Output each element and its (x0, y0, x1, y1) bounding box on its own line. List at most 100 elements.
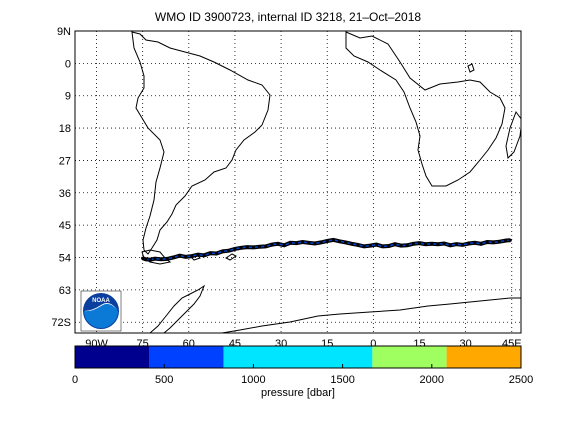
trajectory-point (148, 258, 152, 262)
colorbar-tick-label: 500 (155, 374, 173, 386)
lat-tick-label: 9N (57, 26, 71, 38)
trajectory-point (374, 242, 379, 247)
coastline-south-georgia (225, 253, 237, 261)
trajectory-point (257, 245, 262, 249)
trajectory-point (233, 247, 237, 251)
colorbar-band (372, 346, 447, 368)
lat-tick-label: 9 (65, 91, 71, 103)
trajectory-point (344, 240, 348, 244)
trajectory-point (331, 238, 335, 242)
colorbar-tick-label: 1000 (241, 374, 265, 386)
trajectory-point (171, 255, 176, 260)
trajectory-point (251, 245, 255, 250)
trajectory-point (424, 242, 428, 246)
trajectory-point (448, 243, 452, 247)
trajectory-point (184, 255, 188, 259)
coastline-antarctic-peninsula (149, 284, 206, 333)
colorbar-band (446, 346, 521, 368)
trajectory-point (144, 257, 148, 261)
lat-tick-label: 54 (59, 253, 71, 265)
trajectory-point (337, 239, 342, 243)
noaa-logo-text: NOAA (92, 298, 110, 304)
coastline-africa (345, 31, 506, 187)
map-title: WMO ID 3900723, internal ID 3218, 21–Oct… (154, 10, 422, 24)
colorbar-band (223, 346, 298, 368)
coastline-south-america (131, 31, 271, 255)
trajectory-point (350, 242, 354, 246)
colorbar-label: pressure [dbar] (261, 387, 335, 399)
trajectory-point (491, 240, 495, 244)
trajectory-point (276, 242, 280, 246)
trajectory-point (270, 242, 274, 247)
trajectory-point (177, 254, 182, 258)
trajectory-point (399, 244, 403, 248)
trajectory-point (497, 240, 502, 244)
trajectory-point (319, 240, 323, 244)
trajectory-point (356, 243, 360, 247)
trajectory-point (288, 241, 292, 245)
trajectory-point (313, 241, 317, 246)
trajectory-point (190, 254, 194, 258)
trajectory-point (405, 243, 409, 247)
coastline-antarctica (221, 297, 521, 333)
trajectory-point (325, 239, 329, 243)
trajectory-point (479, 242, 483, 246)
trajectory-point (436, 242, 440, 246)
lat-tick-label: 72S (51, 317, 71, 329)
trajectory-point (221, 249, 225, 253)
trajectory-point (473, 241, 477, 245)
trajectory-point (430, 242, 434, 246)
lon-tick-label: 0 (370, 338, 376, 350)
trajectory-point (159, 257, 163, 261)
trajectory-point (417, 241, 422, 245)
trajectory-point (380, 244, 385, 248)
trajectory-point (411, 242, 415, 246)
trajectory-point (208, 251, 212, 255)
trajectory-point (165, 257, 169, 261)
trajectory-point (294, 241, 299, 245)
colorbar-band (75, 346, 150, 368)
trajectory-point (442, 241, 446, 246)
trajectory-point (485, 240, 489, 244)
trajectory-point (141, 256, 145, 260)
map-frame (74, 30, 522, 334)
noaa-logo: NOAA (80, 290, 122, 332)
trajectory-point (467, 241, 471, 246)
colorbar-frame (74, 345, 522, 369)
colorbar-band (298, 346, 373, 368)
trajectory-layer (141, 237, 512, 262)
lat-tick-label: 0 (65, 58, 71, 70)
coastline-west-africa-bulge (467, 63, 475, 73)
trajectory-point (362, 244, 366, 248)
lat-tick-label: 27 (59, 155, 71, 167)
colorbar-band (149, 346, 224, 368)
coastlines (131, 31, 521, 333)
trajectory-point (196, 253, 200, 257)
trajectory-point (214, 251, 219, 256)
trajectory-point (508, 238, 512, 242)
trajectory-point (393, 242, 397, 246)
lat-tick-label: 36 (59, 188, 71, 200)
trajectory-point (239, 246, 243, 250)
trajectory-point (227, 249, 231, 253)
trajectory-point (153, 256, 157, 261)
trajectory-point (282, 243, 286, 247)
pressure-colorbar: 0 500 1000 1500 2000 2500 (72, 345, 533, 386)
trajectory-point (307, 241, 311, 245)
colorbar-tick-label: 2000 (420, 374, 444, 386)
coastline-madagascar (505, 110, 521, 160)
trajectory-point (264, 244, 268, 248)
colorbar-tick-label: 0 (72, 374, 78, 386)
trajectory-point (368, 244, 372, 248)
trajectory-outline (142, 237, 511, 262)
colorbar-tick-label: 1500 (330, 374, 354, 386)
trajectory-point (387, 244, 391, 248)
trajectory-point (202, 253, 206, 257)
lat-tick-label: 45 (59, 220, 71, 232)
trajectory-point (301, 240, 305, 244)
lat-tick-label: 18 (59, 123, 71, 135)
trajectory-point (460, 243, 465, 247)
colorbar-tick-label: 2500 (509, 374, 533, 386)
